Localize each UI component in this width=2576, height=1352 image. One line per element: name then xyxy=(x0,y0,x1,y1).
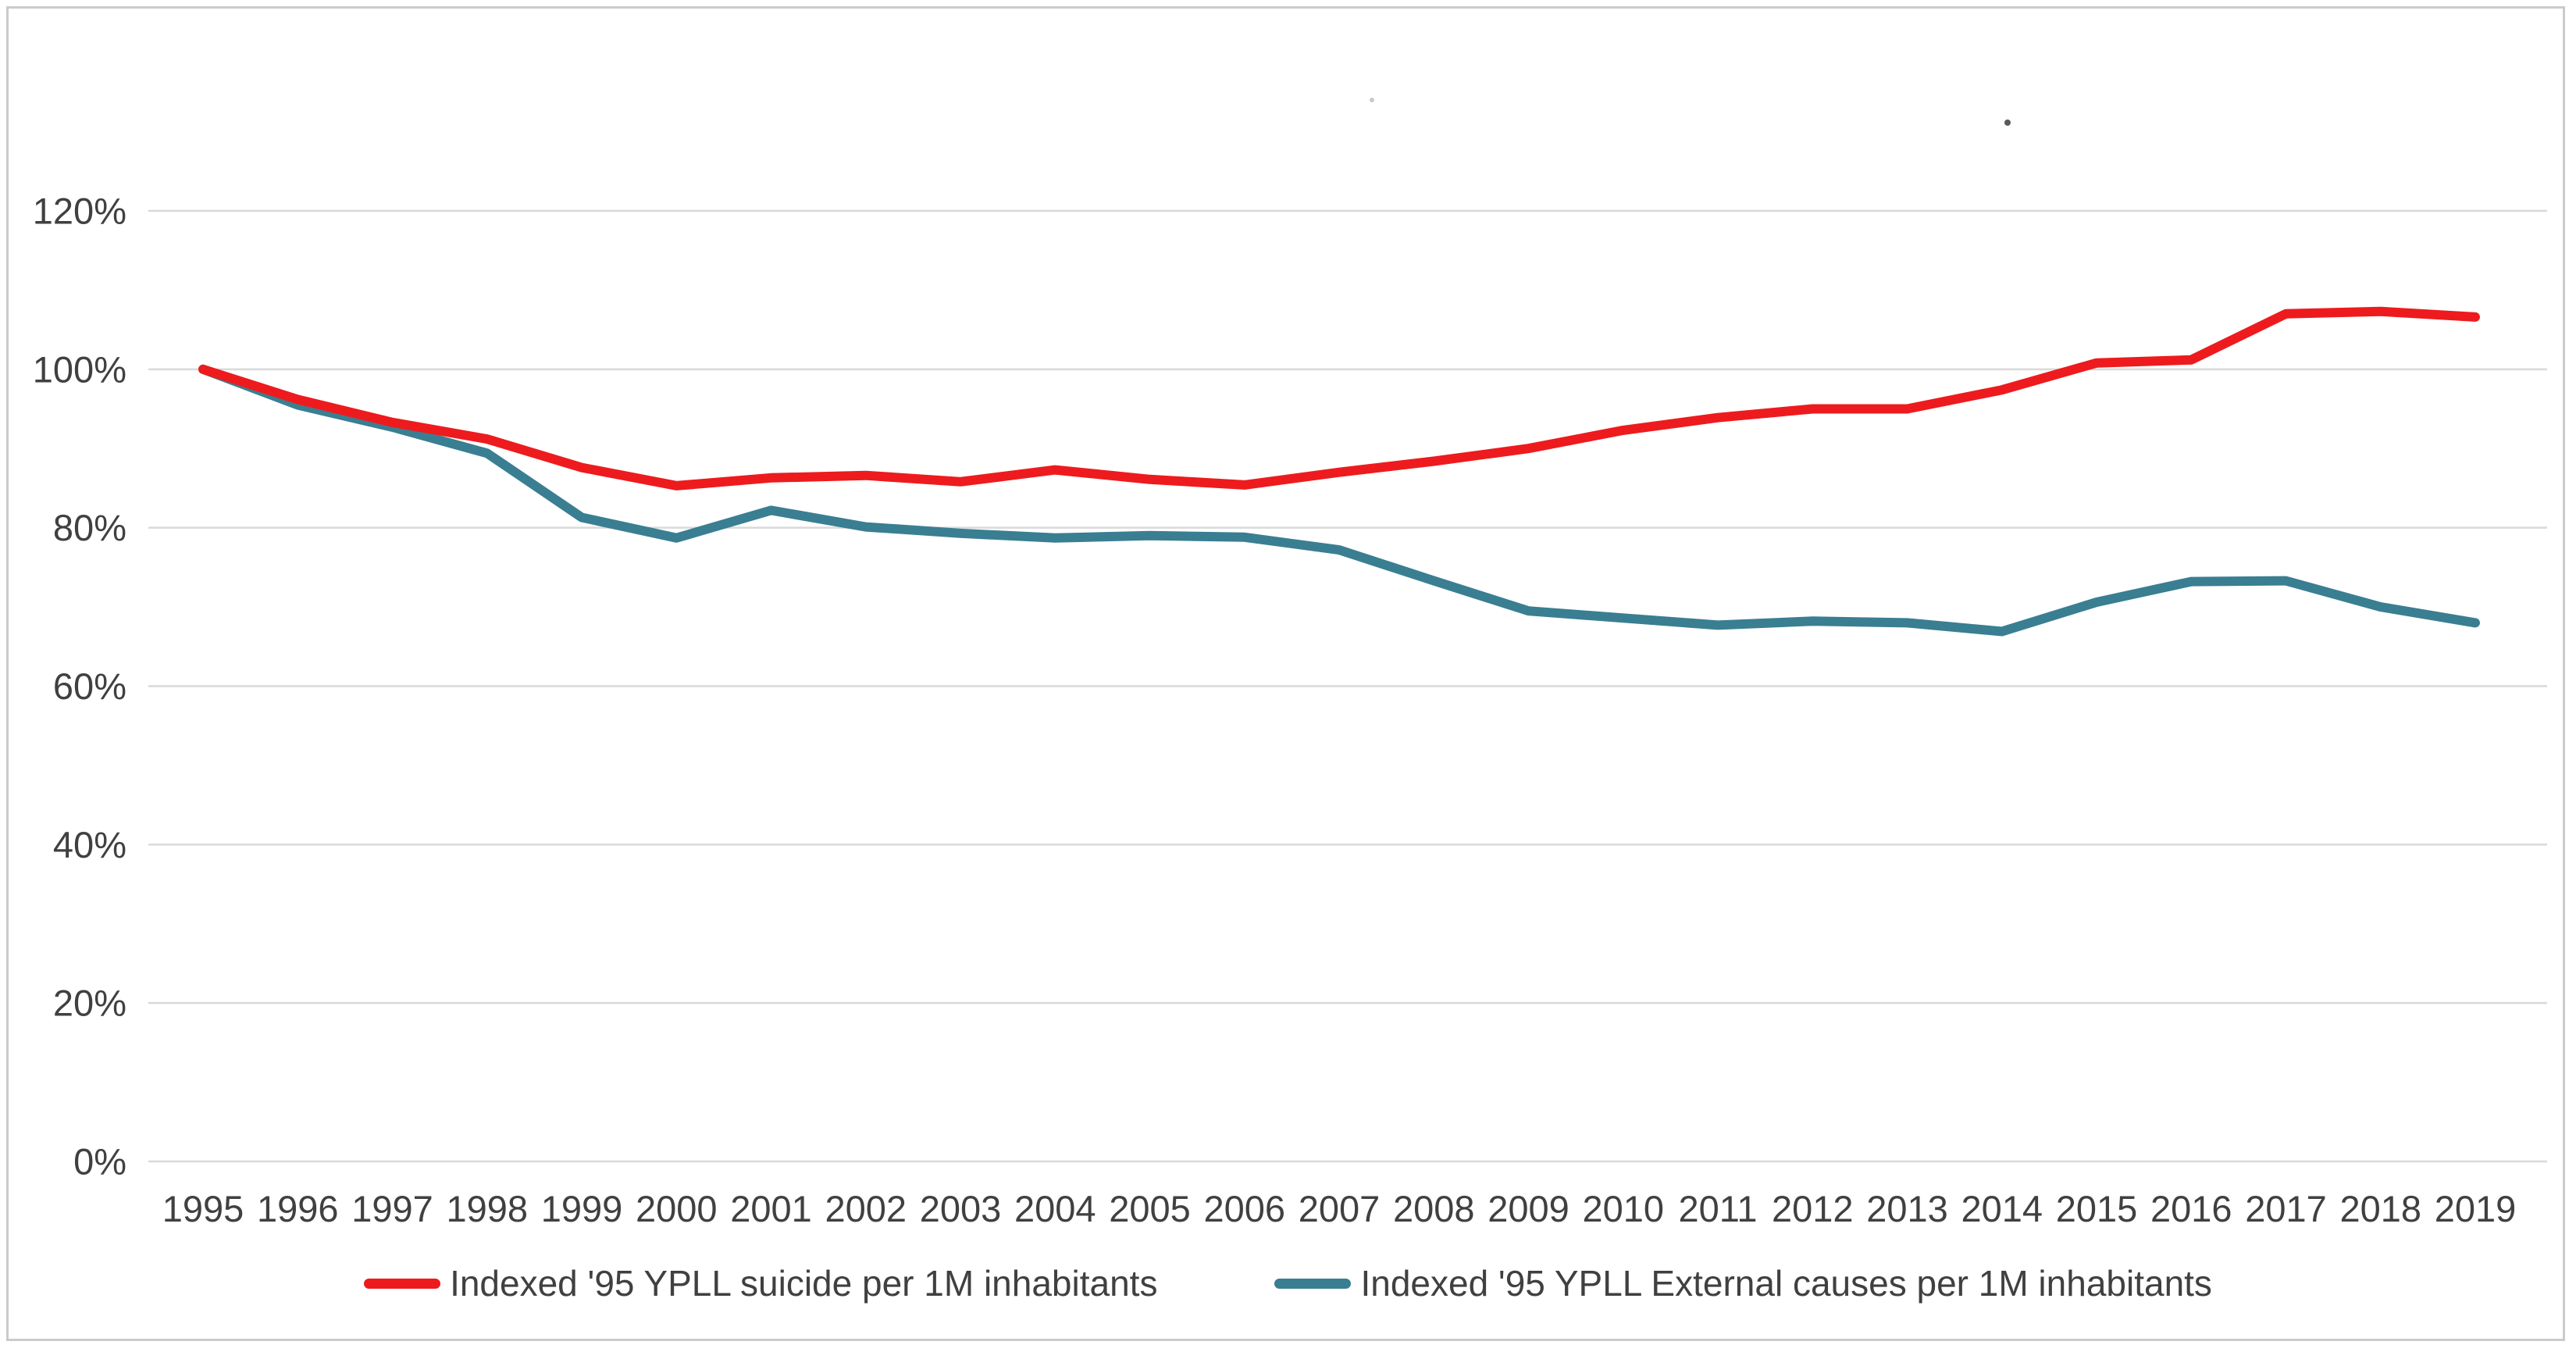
legend-marker-suicide xyxy=(364,1279,441,1290)
x-tick-label: 2012 xyxy=(1772,1188,1854,1229)
x-tick-label: 2004 xyxy=(1014,1188,1096,1229)
artifact-dot xyxy=(2004,120,2011,126)
y-tick-label: 20% xyxy=(53,983,126,1024)
x-tick-label: 1995 xyxy=(162,1188,244,1229)
x-tick-label: 1999 xyxy=(541,1188,623,1229)
x-axis-tick-labels: 1995 1996 1997 1998 1999 2000 2001 2002 2003 2004… xyxy=(162,1188,2517,1229)
x-tick-label: 2008 xyxy=(1393,1188,1475,1229)
legend-label-external-causes: Indexed '95 YPLL External causes per 1M … xyxy=(1360,1263,2212,1304)
artifact-dot xyxy=(1370,98,1374,102)
series-lines xyxy=(198,306,2480,637)
x-tick-label: 2009 xyxy=(1488,1188,1569,1229)
x-tick-label: 2013 xyxy=(1866,1188,1948,1229)
legend: Indexed '95 YPLL suicide per 1M inhabita… xyxy=(0,1262,2576,1305)
x-tick-label: 2000 xyxy=(636,1188,718,1229)
y-tick-label: 100% xyxy=(33,348,126,390)
x-tick-label: 2010 xyxy=(1582,1188,1664,1229)
y-axis-tick-labels: 0% 20% 40% 60% 80% 100% 120% xyxy=(33,190,126,1182)
x-tick-label: 1996 xyxy=(257,1188,339,1229)
x-tick-label: 2005 xyxy=(1109,1188,1191,1229)
y-tick-label: 60% xyxy=(53,665,126,707)
x-tick-label: 2015 xyxy=(2056,1188,2138,1229)
series-line-external-causes xyxy=(198,364,2480,637)
y-tick-label: 0% xyxy=(73,1141,126,1183)
legend-item-suicide: Indexed '95 YPLL suicide per 1M inhabita… xyxy=(364,1262,1157,1305)
x-tick-label: 1997 xyxy=(351,1188,433,1229)
x-tick-label: 1998 xyxy=(446,1188,528,1229)
x-tick-label: 2011 xyxy=(1678,1188,1757,1229)
y-tick-label: 80% xyxy=(53,507,126,548)
x-tick-label: 2017 xyxy=(2245,1188,2327,1229)
x-tick-label: 2003 xyxy=(920,1188,1002,1229)
artifact-dots xyxy=(1370,98,2011,126)
x-tick-label: 2016 xyxy=(2150,1188,2232,1229)
x-tick-label: 2007 xyxy=(1299,1188,1381,1229)
x-tick-label: 2006 xyxy=(1203,1188,1285,1229)
series-line-suicide xyxy=(198,306,2480,491)
legend-marker-external-causes xyxy=(1274,1279,1352,1290)
x-tick-label: 2019 xyxy=(2435,1188,2517,1229)
x-tick-label: 2014 xyxy=(1961,1188,2043,1229)
chart-frame xyxy=(6,6,2565,1341)
y-tick-label: 40% xyxy=(53,824,126,865)
x-tick-label: 2018 xyxy=(2339,1188,2421,1229)
gridlines xyxy=(148,209,2547,1163)
legend-label-suicide: Indexed '95 YPLL suicide per 1M inhabita… xyxy=(450,1263,1158,1304)
y-tick-label: 120% xyxy=(33,190,126,231)
legend-item-external-causes: Indexed '95 YPLL External causes per 1M … xyxy=(1274,1262,2212,1305)
x-tick-label: 2002 xyxy=(825,1188,907,1229)
x-tick-label: 2001 xyxy=(730,1188,812,1229)
